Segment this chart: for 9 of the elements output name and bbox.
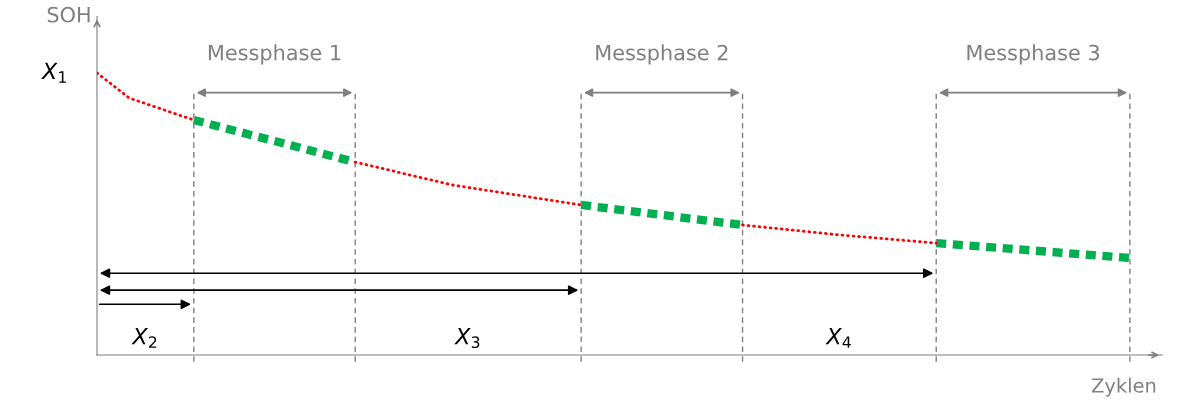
y-axis-title: SOH (47, 6, 90, 23)
text: Messphase 1 (208, 44, 341, 65)
text: Messphase 3 (967, 44, 1100, 65)
text: Messphase 2 (596, 44, 728, 65)
annotation: X$_{4}$ (825, 328, 851, 348)
text: X$_{1}$ (41, 62, 66, 83)
annotation: X$_{2}$ (131, 328, 157, 348)
x-axis-title: Zyklen (1091, 377, 1156, 397)
annotation: X$_{3}$ (454, 328, 480, 349)
